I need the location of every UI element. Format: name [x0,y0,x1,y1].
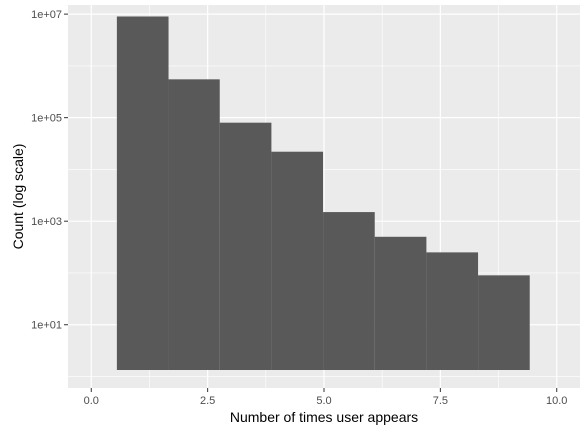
x-axis-title: Number of times user appears [230,409,418,425]
x-tick-label: 7.5 [433,395,448,407]
histogram-bar-5 [323,212,375,370]
x-tick-label: 2.5 [200,395,215,407]
histogram-bar-8 [478,275,530,370]
y-tick-label: 1e+07 [31,9,62,21]
y-axis: 1e+01 1e+03 1e+05 1e+07 [31,9,68,332]
histogram-bar-7 [426,252,479,370]
x-tick-label: 0.0 [84,395,99,407]
y-tick-label: 1e+05 [31,113,62,125]
histogram-bar-3 [219,122,272,370]
y-tick-label: 1e+03 [31,216,62,228]
histogram-bar-6 [374,236,427,370]
histogram-bars [116,16,530,370]
histogram-bar-2 [168,79,220,370]
x-tick-label: 5.0 [316,395,331,407]
histogram-bar-4 [271,151,324,370]
histogram-bar-1 [116,16,169,370]
y-axis-title: Count (log scale) [10,144,26,250]
x-axis: 0.0 2.5 5.0 7.5 10.0 [84,388,567,407]
x-tick-label: 10.0 [546,395,567,407]
y-tick-label: 1e+01 [31,320,62,332]
